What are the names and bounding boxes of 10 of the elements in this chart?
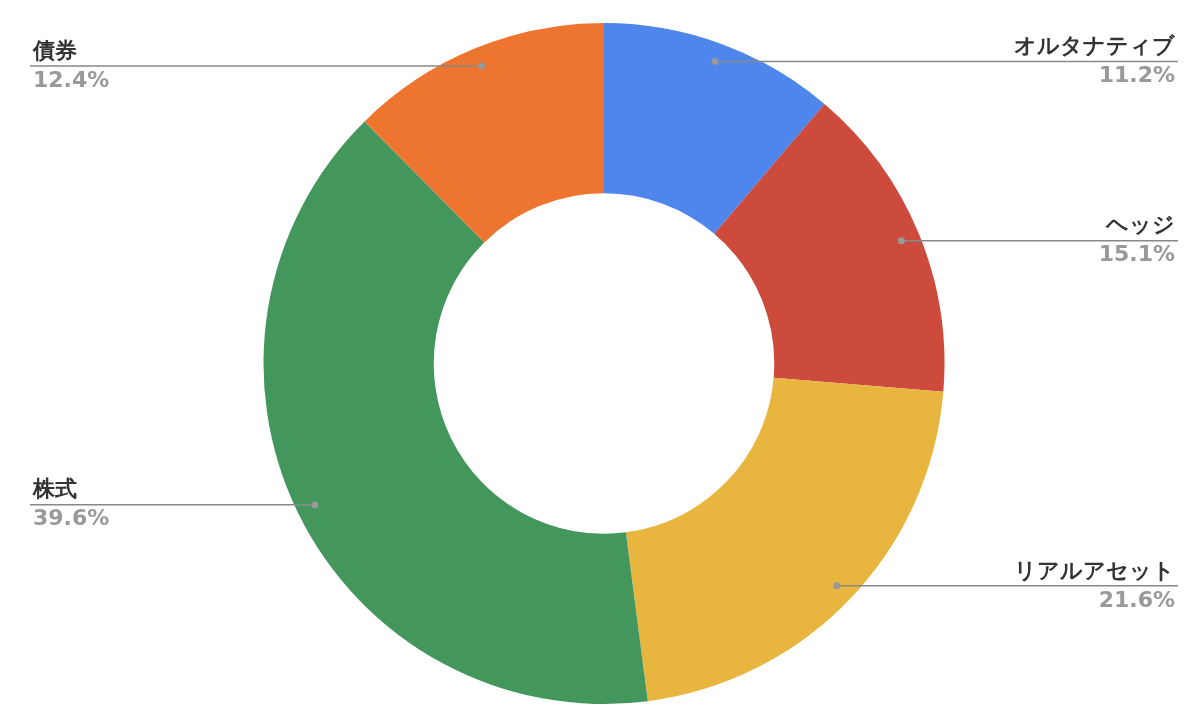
data-label: 12.4%: [33, 66, 110, 92]
slice-label: 株式: [32, 476, 77, 502]
data-label: 21.6%: [1098, 586, 1175, 612]
slice-label: 債券: [32, 37, 77, 63]
slice-label: オルタナティブ: [1014, 33, 1176, 59]
slice-label: リアルアセット: [1014, 557, 1175, 583]
data-label: 15.1%: [1098, 241, 1175, 267]
data-label: 11.2%: [1098, 62, 1175, 88]
data-label: 39.6%: [33, 505, 110, 531]
slice-label: ヘッジ: [1105, 212, 1175, 238]
